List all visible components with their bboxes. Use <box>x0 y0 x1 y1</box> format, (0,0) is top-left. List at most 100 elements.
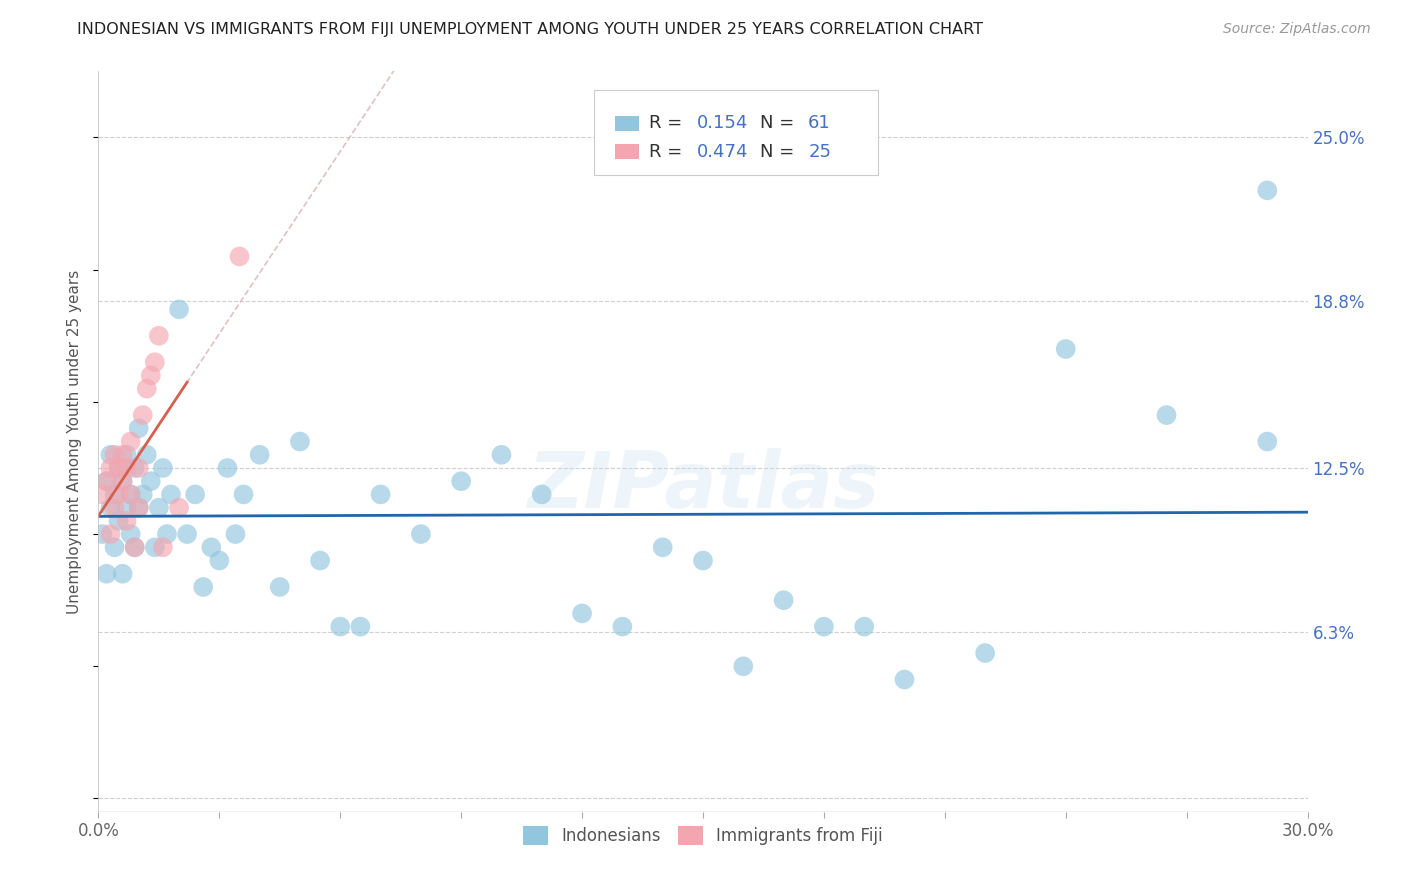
Point <box>249 448 271 462</box>
Point <box>124 461 146 475</box>
Point <box>370 487 392 501</box>
Point <box>120 487 142 501</box>
Point <box>974 646 997 660</box>
Point <box>893 673 915 687</box>
Point <box>160 487 183 501</box>
Point <box>167 302 190 317</box>
Point <box>148 500 170 515</box>
Text: R =: R = <box>648 114 688 132</box>
Point <box>103 500 125 515</box>
Point <box>329 620 352 634</box>
Point <box>349 620 371 634</box>
Point <box>111 566 134 581</box>
Text: N =: N = <box>759 114 800 132</box>
Point <box>530 487 553 501</box>
Point <box>571 607 593 621</box>
Point <box>103 541 125 555</box>
Text: 0.154: 0.154 <box>697 114 748 132</box>
Point <box>813 620 835 634</box>
Point <box>107 461 129 475</box>
Point <box>115 448 138 462</box>
Text: N =: N = <box>759 143 800 161</box>
Point <box>152 541 174 555</box>
Point <box>139 474 162 488</box>
Point <box>100 500 122 515</box>
Point <box>96 474 118 488</box>
Y-axis label: Unemployment Among Youth under 25 years: Unemployment Among Youth under 25 years <box>67 269 83 614</box>
Point <box>135 448 157 462</box>
Point <box>450 474 472 488</box>
Point <box>491 448 513 462</box>
Point <box>132 487 155 501</box>
Point <box>1156 408 1178 422</box>
Point <box>309 553 332 567</box>
Point <box>193 580 215 594</box>
Point <box>103 448 125 462</box>
Point <box>120 434 142 449</box>
Point <box>128 500 150 515</box>
Text: 0.474: 0.474 <box>697 143 748 161</box>
Point <box>124 541 146 555</box>
Point <box>128 461 150 475</box>
Point <box>152 461 174 475</box>
Point <box>269 580 291 594</box>
Point <box>1256 434 1278 449</box>
Point <box>217 461 239 475</box>
Point <box>139 368 162 383</box>
Text: R =: R = <box>648 143 688 161</box>
Point <box>167 500 190 515</box>
Point <box>1256 183 1278 197</box>
Point <box>115 461 138 475</box>
Point <box>128 421 150 435</box>
Point <box>132 408 155 422</box>
Point <box>853 620 876 634</box>
Text: 25: 25 <box>808 143 831 161</box>
Point <box>100 527 122 541</box>
Point <box>107 461 129 475</box>
Point <box>111 474 134 488</box>
Point <box>120 527 142 541</box>
Point <box>107 514 129 528</box>
Point <box>184 487 207 501</box>
Point <box>100 461 122 475</box>
Text: Source: ZipAtlas.com: Source: ZipAtlas.com <box>1223 22 1371 37</box>
Point <box>128 500 150 515</box>
Point <box>103 487 125 501</box>
FancyBboxPatch shape <box>595 90 879 175</box>
Point <box>143 355 166 369</box>
Point <box>409 527 432 541</box>
Point <box>100 448 122 462</box>
FancyBboxPatch shape <box>614 116 638 130</box>
Point <box>772 593 794 607</box>
Point <box>120 487 142 501</box>
Point <box>200 541 222 555</box>
FancyBboxPatch shape <box>614 145 638 160</box>
Point <box>124 541 146 555</box>
Point <box>96 474 118 488</box>
Text: 61: 61 <box>808 114 831 132</box>
Point <box>208 553 231 567</box>
Point <box>91 487 114 501</box>
Point <box>111 448 134 462</box>
Point <box>143 541 166 555</box>
Point <box>692 553 714 567</box>
Point <box>135 382 157 396</box>
Text: INDONESIAN VS IMMIGRANTS FROM FIJI UNEMPLOYMENT AMONG YOUTH UNDER 25 YEARS CORRE: INDONESIAN VS IMMIGRANTS FROM FIJI UNEMP… <box>77 22 983 37</box>
Point <box>228 250 250 264</box>
Point <box>651 541 673 555</box>
Point <box>148 328 170 343</box>
Point <box>1054 342 1077 356</box>
Point <box>733 659 755 673</box>
Point <box>107 487 129 501</box>
Point <box>232 487 254 501</box>
Point <box>176 527 198 541</box>
Point <box>96 566 118 581</box>
Point <box>288 434 311 449</box>
Point <box>224 527 246 541</box>
Point <box>91 527 114 541</box>
Legend: Indonesians, Immigrants from Fiji: Indonesians, Immigrants from Fiji <box>516 819 890 852</box>
Point <box>156 527 179 541</box>
Text: ZIPatlas: ZIPatlas <box>527 448 879 524</box>
Point <box>115 500 138 515</box>
Point <box>115 514 138 528</box>
